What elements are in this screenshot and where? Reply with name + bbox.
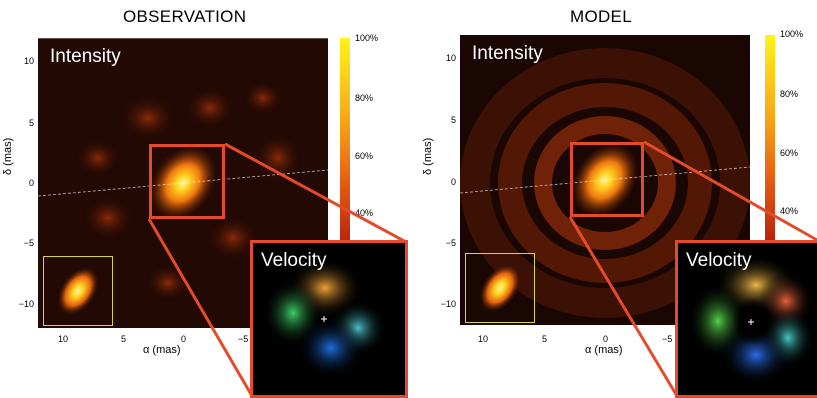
y-tick: −10	[440, 299, 456, 309]
beam-inset	[465, 253, 535, 323]
x-tick: 5	[121, 334, 127, 344]
colorbar-tick: 60%	[355, 151, 374, 161]
intensity-label: Intensity	[50, 46, 121, 67]
colorbar	[765, 35, 775, 245]
y-axis-label: δ (mas)	[422, 137, 434, 175]
velocity-image	[678, 243, 817, 395]
velocity-image	[253, 243, 405, 395]
y-tick: 5	[28, 118, 34, 128]
intensity-label: Intensity	[472, 43, 543, 64]
y-tick: −5	[23, 238, 34, 248]
observation-panel: OBSERVATION	[0, 0, 408, 398]
x-tick: 10	[478, 334, 489, 344]
velocity-label: Velocity	[686, 250, 752, 271]
velocity-inset: Velocity	[250, 240, 408, 398]
panel-title: MODEL	[570, 7, 632, 26]
x-tick: 5	[542, 334, 548, 344]
colorbar-tick: 80%	[355, 93, 374, 103]
colorbar-tick: 60%	[780, 148, 799, 158]
y-tick: −10	[18, 299, 34, 309]
x-tick: −5	[662, 334, 673, 344]
colorbar-tick: 80%	[780, 89, 799, 99]
x-axis-label: α (mas)	[585, 344, 623, 356]
velocity-inset: Velocity	[675, 240, 817, 398]
y-tick: 5	[450, 115, 456, 125]
x-tick: −5	[238, 334, 249, 344]
y-tick: 0	[450, 177, 456, 187]
y-tick: 10	[445, 53, 456, 63]
x-axis-label: α (mas)	[143, 344, 181, 356]
y-tick: 10	[23, 56, 34, 66]
x-tick: 0	[603, 334, 609, 344]
model-panel: MODEL Intensity	[420, 0, 817, 398]
zoom-region-box	[149, 144, 225, 219]
colorbar-tick: 100%	[355, 33, 379, 43]
colorbar-tick: 40%	[780, 206, 799, 216]
velocity-label: Velocity	[261, 250, 327, 271]
y-tick: −5	[445, 238, 456, 248]
y-tick: 0	[28, 178, 34, 188]
y-axis-label: δ (mas)	[2, 137, 14, 175]
panel-title: OBSERVATION	[123, 7, 247, 26]
zoom-region-box	[570, 142, 644, 217]
colorbar-tick: 40%	[355, 208, 374, 218]
beam-inset	[43, 256, 113, 326]
colorbar	[340, 38, 350, 248]
x-tick: 0	[181, 334, 187, 344]
x-tick: 10	[58, 334, 69, 344]
colorbar-tick: 100%	[780, 29, 804, 39]
